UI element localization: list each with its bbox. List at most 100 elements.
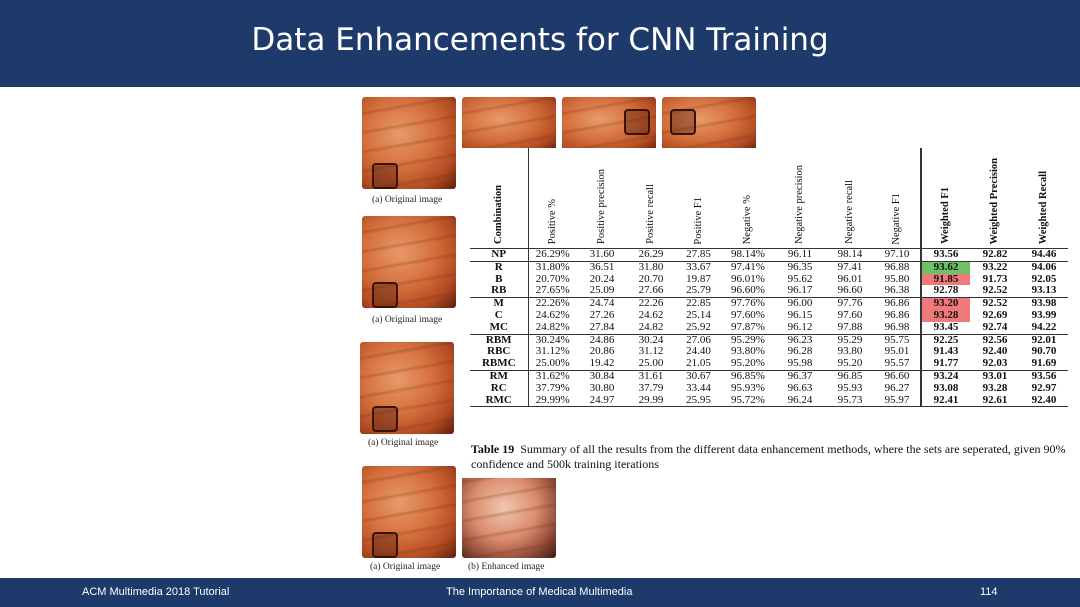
table-cell: 95.29% xyxy=(722,333,774,347)
table-cell: 97.76% xyxy=(722,297,774,310)
table-cell: 25.00 xyxy=(638,357,664,370)
table-cell: 33.67 xyxy=(675,260,722,274)
endoscopy-image xyxy=(662,97,756,152)
column-header: Positive precision xyxy=(577,148,627,249)
row-label: RM xyxy=(470,369,529,383)
table-cell: 95.75 xyxy=(874,333,922,347)
table-row: NP 26.29% 31.60 26.29 27.85 98.14% 96.11 98.14 9… xyxy=(470,248,1068,262)
table-cell: 92.40 xyxy=(1020,394,1068,408)
table-cell: 31.61 xyxy=(627,369,675,383)
table-cell: 92.52 xyxy=(970,297,1020,310)
column-header-label: Weighted Recall xyxy=(1038,171,1050,245)
table-cell: 96.01 xyxy=(837,272,863,285)
table-cell: 93.22 xyxy=(970,260,1020,274)
column-header-label: Weighted Precision xyxy=(989,157,1001,245)
table-cell: 95.73 xyxy=(826,394,874,408)
column-header: Negative precision xyxy=(774,148,826,249)
column-header: Weighted F1 xyxy=(921,148,970,249)
column-header: Weighted Precision xyxy=(970,148,1020,249)
table-cell: 22.85 xyxy=(675,297,722,310)
table-cell: 37.79 xyxy=(638,381,664,394)
table-cell: 92.97 xyxy=(1031,381,1057,394)
table-cell: 27.06 xyxy=(675,333,722,347)
table-cell: 29.99 xyxy=(627,394,675,408)
table-cell: 96.28 xyxy=(787,345,813,358)
table-cell: 24.82 xyxy=(638,320,664,333)
row-label: RBMC xyxy=(470,357,529,371)
column-header: Weighted Recall xyxy=(1020,148,1068,249)
table-cell: 30.24 xyxy=(627,333,675,347)
column-header: Negative F1 xyxy=(874,148,922,249)
table-cell: 91.77 xyxy=(933,357,959,370)
table-cell: 95.01 xyxy=(874,346,922,359)
table-cell: 30.67 xyxy=(675,369,722,383)
table-cell: 93.08 xyxy=(933,381,959,394)
table-cell: 96.86 xyxy=(874,309,922,322)
table-cell: 93.28 xyxy=(921,309,970,322)
column-header-label: Positive F1 xyxy=(692,196,704,245)
results-table-panel: Combination Positive % Positive precision P… xyxy=(462,148,1072,478)
column-header-label: Positive % xyxy=(546,198,558,245)
table-cell: 25.79 xyxy=(686,284,711,297)
black-box-overlay xyxy=(372,282,398,308)
table-cell: 92.61 xyxy=(970,394,1020,408)
table-cell: 93.56 xyxy=(921,248,970,262)
table-cell: 97.87% xyxy=(731,320,765,333)
results-table: Combination Positive % Positive precision P… xyxy=(470,148,1068,408)
table-cell: 22.26% xyxy=(528,297,577,310)
row-label: RBC xyxy=(470,346,529,359)
row-label: C xyxy=(470,309,529,322)
footer-center: The Importance of Medical Multimedia xyxy=(446,586,633,598)
column-header: Combination xyxy=(470,148,529,249)
black-box-overlay xyxy=(372,163,398,189)
table-cell: 19.42 xyxy=(589,357,615,370)
column-header: Positive F1 xyxy=(675,148,722,249)
table-cell: 96.60 xyxy=(837,284,863,297)
table-cell: 29.99% xyxy=(528,394,577,408)
table-cell: 96.85 xyxy=(826,369,874,383)
table-cell: 93.62 xyxy=(921,260,970,274)
table-cell: 25.14 xyxy=(686,308,711,321)
table-cell: 94.06 xyxy=(1020,260,1068,274)
table-cell: 26.29 xyxy=(627,248,675,262)
table-cell: 92.52 xyxy=(982,284,1008,297)
table-cell: 19.87 xyxy=(686,272,711,285)
table-cell: 93.99 xyxy=(1031,308,1057,321)
table-cell: 95.97 xyxy=(874,394,922,408)
figure-panel-2: (a) Original image xyxy=(358,214,458,330)
table-cell: 95.72% xyxy=(722,394,774,408)
table-cell: 97.10 xyxy=(874,248,922,262)
table-cell: 97.60% xyxy=(731,308,765,321)
table-cell: 92.78 xyxy=(933,284,959,297)
column-header-label: Combination xyxy=(492,185,504,245)
column-header-label: Negative recall xyxy=(844,180,856,245)
endoscopy-image xyxy=(360,342,454,434)
black-box-overlay xyxy=(372,532,398,558)
table-cell: 20.70 xyxy=(638,272,664,285)
table-cell: 96.86 xyxy=(874,297,922,310)
table-cell: 96.24 xyxy=(774,394,826,408)
table-cell: 93.20 xyxy=(921,297,970,310)
table-cell: 31.60 xyxy=(577,248,627,262)
table-cell: 96.17 xyxy=(787,284,813,297)
table-cell: 97.41 xyxy=(826,260,874,274)
table-row: RBMC 25.00% 19.42 25.00 21.05 95.20% 95.98 95.2… xyxy=(470,357,1068,371)
table-cell: 97.41% xyxy=(722,260,774,274)
table-cell: 95.93 xyxy=(837,381,863,394)
footer-left: ACM Multimedia 2018 Tutorial xyxy=(82,586,230,598)
table-cell: 31.12 xyxy=(638,345,664,358)
table-cell: 27.65% xyxy=(535,284,570,297)
enhanced-endoscopy-image xyxy=(462,466,556,558)
table-cell: 95.57 xyxy=(874,357,922,371)
table-row: RC 37.79% 30.80 37.79 33.44 95.93% 96.63 95.93 9… xyxy=(470,381,1068,395)
table-caption-label: Table 19 xyxy=(471,442,515,456)
table-cell: 92.56 xyxy=(970,333,1020,347)
row-label: NP xyxy=(470,248,529,262)
table-cell: 96.15 xyxy=(787,308,813,321)
table-cell: 93.98 xyxy=(1020,297,1068,310)
table-cell: 96.37 xyxy=(774,369,826,383)
table-cell: 98.14% xyxy=(722,248,774,262)
table-row: C 24.62% 27.26 24.62 25.14 97.60% 96.15 97.60 96… xyxy=(470,308,1068,322)
table-row: RMC 29.99% 24.97 29.99 25.95 95.72% 96.24 95.73… xyxy=(470,394,1068,408)
endoscopy-image xyxy=(562,97,656,152)
